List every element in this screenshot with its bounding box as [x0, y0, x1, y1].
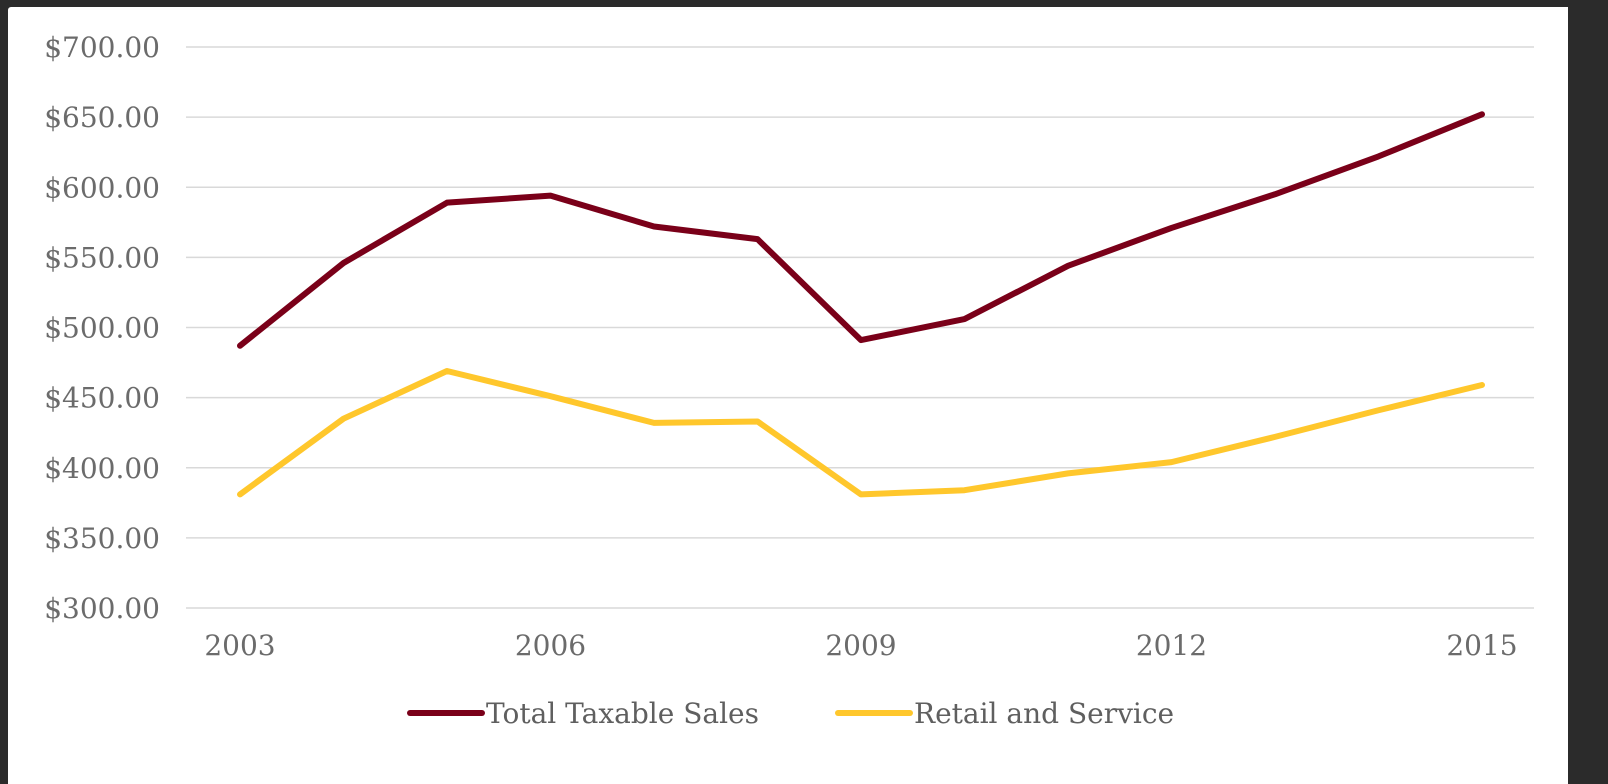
y-tick-label: $350.00 [44, 522, 160, 555]
y-tick-label: $650.00 [44, 101, 160, 134]
y-tick-label: $700.00 [44, 31, 160, 64]
y-tick-label: $450.00 [44, 382, 160, 415]
x-tick-label: 2012 [1136, 629, 1207, 662]
y-tick-label: $500.00 [44, 312, 160, 345]
series-line-total-taxable-sales [237, 111, 1485, 349]
x-tick-label: 2015 [1446, 629, 1517, 662]
x-tick-label: 2003 [204, 629, 275, 662]
line-chart: $300.00 $350.00 $400.00 $450.00 $500.00 $550.… [44, 31, 1534, 730]
x-axis: 2003 2006 2009 2012 2015 [204, 629, 1517, 662]
legend: Total Taxable Sales Retail and Service [407, 697, 1174, 730]
legend-label: Retail and Service [914, 697, 1174, 730]
x-tick-label: 2009 [825, 629, 896, 662]
y-tick-label: $550.00 [44, 241, 160, 274]
x-tick-label: 2006 [515, 629, 586, 662]
y-tick-label: $400.00 [44, 452, 160, 485]
y-tick-label: $600.00 [44, 171, 160, 204]
gridlines [186, 46, 1534, 609]
y-axis: $300.00 $350.00 $400.00 $450.00 $500.00 $550.… [44, 31, 160, 625]
chart-panel: $300.00 $350.00 $400.00 $450.00 $500.00 $550.… [8, 7, 1568, 784]
series-line-retail-and-service [237, 367, 1485, 498]
legend-label: Total Taxable Sales [486, 697, 759, 730]
series-layer [237, 111, 1485, 498]
y-tick-label: $300.00 [44, 592, 160, 625]
